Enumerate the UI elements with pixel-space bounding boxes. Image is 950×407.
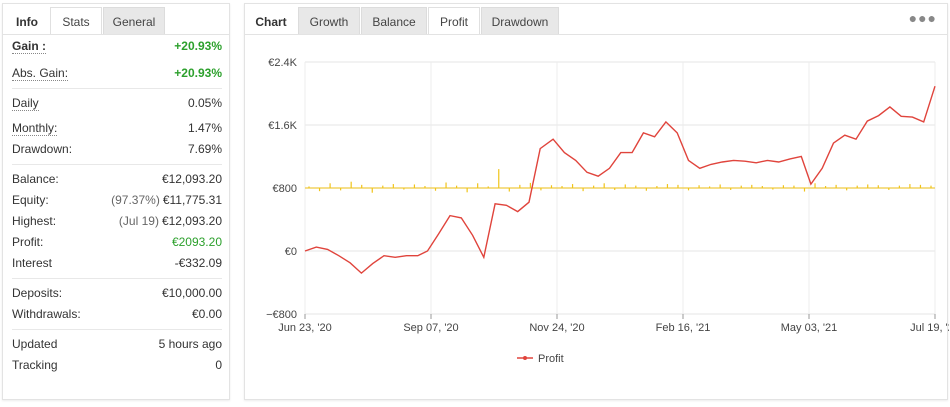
chart-tab-bar: Chart Growth Balance Profit Drawdown (245, 4, 947, 35)
profit-series-line (304, 85, 936, 275)
stat-equity-value: €11,775.31 (162, 193, 222, 207)
tab-info[interactable]: Info (16, 15, 38, 29)
stat-updated-label: Updated (12, 337, 58, 351)
stat-profit: Profit: €2093.20 (12, 232, 222, 253)
stat-drawdown: Drawdown: 7.69% (12, 139, 222, 160)
profit-chart: €2.4K €1.6K €800 €0 −€800 Jun 23, '20 Sep 07,… (266, 57, 949, 365)
stat-withdrawals-value: €0.00 (191, 307, 222, 321)
stat-equity: Equity: (97.37%) €11,775.31 (12, 190, 222, 211)
stat-withdrawals: Withdrawals: €0.00 (12, 304, 222, 325)
stats-panel: Info Stats General Gain : +20.93% Abs. G… (2, 3, 230, 400)
tab-growth[interactable]: Growth (298, 7, 360, 35)
stat-gain-label[interactable]: Gain : (12, 39, 47, 54)
stat-updated-value: 5 hours ago (158, 337, 222, 351)
divider (12, 278, 222, 279)
chart-panel: Chart Growth Balance Profit Drawdown ●●●… (244, 3, 949, 400)
stat-profit-value: €2093.20 (171, 235, 222, 249)
x-tick-label: May 03, '21 (781, 322, 838, 334)
stat-profit-label: Profit: (12, 235, 44, 249)
chart-legend[interactable]: Profit (517, 353, 564, 365)
divider (12, 88, 222, 89)
tab-profit[interactable]: Profit (428, 7, 480, 35)
stat-abs-gain: Abs. Gain: +20.93% (12, 63, 222, 84)
stat-highest-value: €12,093.20 (161, 214, 222, 228)
x-tick-label: Nov 24, '20 (529, 322, 584, 334)
stat-highest: Highest: (Jul 19) €12,093.20 (12, 211, 222, 232)
stat-daily: Daily 0.05% (12, 93, 222, 114)
stat-tracking-label: Tracking (12, 358, 58, 372)
stat-equity-percent: (97.37%) (111, 193, 160, 207)
y-tick-label: €0 (285, 246, 297, 258)
stat-balance: Balance: €12,093.20 (12, 169, 222, 190)
stat-daily-value: 0.05% (187, 96, 222, 110)
left-tab-bar: Info Stats General (3, 4, 229, 35)
stat-deposits: Deposits: €10,000.00 (12, 283, 222, 304)
stat-interest: Interest -€332.09 (12, 253, 222, 274)
tab-divider (3, 34, 229, 35)
stat-tracking: Tracking 0 (12, 355, 222, 376)
stat-withdrawals-label: Withdrawals: (12, 307, 81, 321)
stat-drawdown-value: 7.69% (187, 142, 222, 156)
x-tick-label: Jul 19, '21 (910, 322, 949, 334)
x-axis: Jun 23, '20 Sep 07, '20 Nov 24, '20 Feb 16,… (278, 314, 949, 334)
stats-list: Gain : +20.93% Abs. Gain: +20.93% Daily … (12, 36, 222, 376)
stat-deposits-label: Deposits: (12, 286, 63, 300)
tab-stats[interactable]: Stats (50, 7, 102, 35)
stat-deposits-value: €10,000.00 (161, 286, 222, 300)
tab-general[interactable]: General (103, 7, 165, 35)
x-tick-label: Feb 16, '21 (656, 322, 711, 334)
divider (12, 164, 222, 165)
stat-highest-label: Highest: (12, 214, 57, 228)
stat-monthly-value: 1.47% (187, 121, 222, 135)
stat-gain-value: +20.93% (174, 39, 222, 53)
stat-abs-gain-label[interactable]: Abs. Gain: (12, 66, 69, 81)
stat-daily-label[interactable]: Daily (12, 96, 39, 111)
stat-balance-value: €12,093.20 (161, 172, 222, 186)
x-tick-label: Sep 07, '20 (403, 322, 458, 334)
stat-highest-date: (Jul 19) (118, 214, 159, 228)
stat-updated: Updated 5 hours ago (12, 334, 222, 355)
legend-marker (523, 356, 527, 360)
stat-tracking-value: 0 (215, 358, 222, 372)
legend-label: Profit (538, 353, 564, 365)
stat-equity-value-group: (97.37%) €11,775.31 (111, 190, 222, 211)
chart-bars (305, 169, 935, 193)
stat-interest-label: Interest (12, 256, 53, 270)
chart-line (304, 85, 936, 275)
tab-divider (245, 34, 947, 35)
stat-abs-gain-value: +20.93% (174, 66, 222, 80)
tab-drawdown[interactable]: Drawdown (481, 7, 559, 35)
tab-chart[interactable]: Chart (255, 15, 287, 29)
stat-monthly: Monthly: 1.47% (12, 118, 222, 139)
stat-balance-label: Balance: (12, 172, 59, 186)
stat-highest-value-group: (Jul 19) €12,093.20 (119, 211, 222, 232)
y-tick-label: €800 (273, 183, 297, 195)
tab-balance[interactable]: Balance (361, 7, 427, 35)
stat-drawdown-label: Drawdown: (12, 142, 73, 156)
y-tick-label: €1.6K (268, 120, 297, 132)
stat-interest-value: -€332.09 (174, 256, 222, 270)
stat-gain: Gain : +20.93% (12, 36, 222, 57)
stat-monthly-label[interactable]: Monthly: (12, 121, 58, 136)
stat-equity-label: Equity: (12, 193, 49, 207)
x-tick-label: Jun 23, '20 (278, 322, 331, 334)
y-tick-label: −€800 (266, 309, 297, 321)
y-axis: €2.4K €1.6K €800 €0 −€800 (266, 57, 298, 321)
divider (12, 329, 222, 330)
ellipsis-icon[interactable]: ●●● (908, 10, 937, 26)
y-tick-label: €2.4K (268, 57, 297, 69)
